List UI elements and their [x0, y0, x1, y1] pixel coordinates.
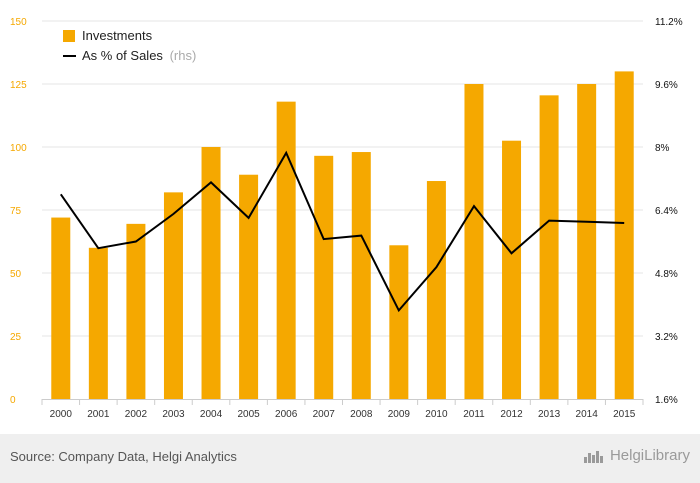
x-tick-labels: 2000 2001 2002 2003 2004 2005 2006 2007 2008 2009…: [50, 409, 636, 420]
x-tick-label-2014: 2014: [576, 409, 599, 420]
chart: 2000 2001 2002 2003 2004 2005 2006 2007 2008 2009…: [10, 17, 683, 420]
bar-2009: [389, 245, 409, 399]
bar-2007: [314, 155, 334, 399]
y-right-tick-label: 1.6%: [655, 395, 678, 406]
bar-2005: [239, 174, 259, 399]
y-right-tick-label: 11.2%: [655, 17, 683, 28]
x-tick-label-2009: 2009: [388, 409, 411, 420]
x-tick-label-2010: 2010: [425, 409, 448, 420]
bar-2012: [502, 140, 522, 399]
x-tick-label-2005: 2005: [237, 409, 260, 420]
x-tick-label-2000: 2000: [50, 409, 73, 420]
bar-2000: [51, 217, 71, 399]
y-right-tick-label: 9.6%: [655, 80, 678, 91]
y-left-tick-label: 75: [10, 206, 22, 217]
bar-series: [51, 71, 634, 400]
bar-2008: [351, 152, 371, 399]
bar-2002: [126, 223, 146, 399]
logo-text: HelgiLibrary: [609, 447, 690, 464]
x-tick-label-2006: 2006: [275, 409, 298, 420]
y-right-tick-label: 4.8%: [655, 269, 678, 280]
x-tick-label-2003: 2003: [162, 409, 185, 420]
x-tick-label-2004: 2004: [200, 409, 223, 420]
city-skyline-icon: [583, 450, 603, 463]
legend-label-as-pct-of-sales: As % of Sales: [82, 48, 163, 63]
y-left-tick-label: 150: [10, 17, 27, 28]
x-tick-marks: [41, 399, 644, 405]
bar-2014: [577, 84, 597, 399]
legend-label-investments: Investments: [82, 28, 153, 43]
legend: Investments As % of Sales (rhs): [63, 28, 196, 63]
x-tick-label-2008: 2008: [350, 409, 373, 420]
bar-2013: [539, 95, 559, 399]
y-right-tick-label: 8%: [655, 143, 670, 154]
bar-2006: [276, 101, 296, 399]
y-right-tick-label: 3.2%: [655, 332, 678, 343]
y-left-tick-label: 25: [10, 332, 22, 343]
x-tick-label-2011: 2011: [463, 409, 485, 420]
svg-text:As % of Sales (rhs): As % of Sales (rhs): [82, 48, 196, 63]
legend-swatch-investments: [63, 30, 75, 42]
x-tick-label-2001: 2001: [87, 409, 110, 420]
footer: Source: Company Data, Helgi Analytics He…: [0, 434, 700, 483]
bar-2004: [201, 147, 221, 399]
helgi-library-logo: HelgiLibrary: [583, 447, 690, 464]
y-left-tick-labels: 0 25 50 75 100 125 150: [10, 17, 27, 406]
x-tick-label-2015: 2015: [613, 409, 636, 420]
y-left-tick-label: 0: [10, 395, 16, 406]
source-note: Source: Company Data, Helgi Analytics: [10, 449, 237, 464]
x-tick-label-2007: 2007: [313, 409, 336, 420]
y-right-tick-label: 6.4%: [655, 206, 678, 217]
bar-2015: [614, 71, 634, 400]
x-tick-label-2002: 2002: [125, 409, 148, 420]
x-tick-label-2013: 2013: [538, 409, 561, 420]
y-left-tick-label: 125: [10, 80, 27, 91]
bar-2003: [163, 192, 183, 399]
legend-label-rhs: (rhs): [170, 48, 197, 63]
bar-2001: [88, 247, 108, 399]
y-left-tick-label: 100: [10, 143, 27, 154]
line-series-as-pct-of-sales: [59, 150, 625, 313]
x-tick-label-2012: 2012: [500, 409, 523, 420]
y-left-tick-label: 50: [10, 269, 22, 280]
bar-2010: [426, 181, 446, 399]
bar-2011: [464, 84, 484, 399]
y-right-tick-labels: 1.6% 3.2% 4.8% 6.4% 8% 9.6% 11.2%: [655, 17, 683, 406]
